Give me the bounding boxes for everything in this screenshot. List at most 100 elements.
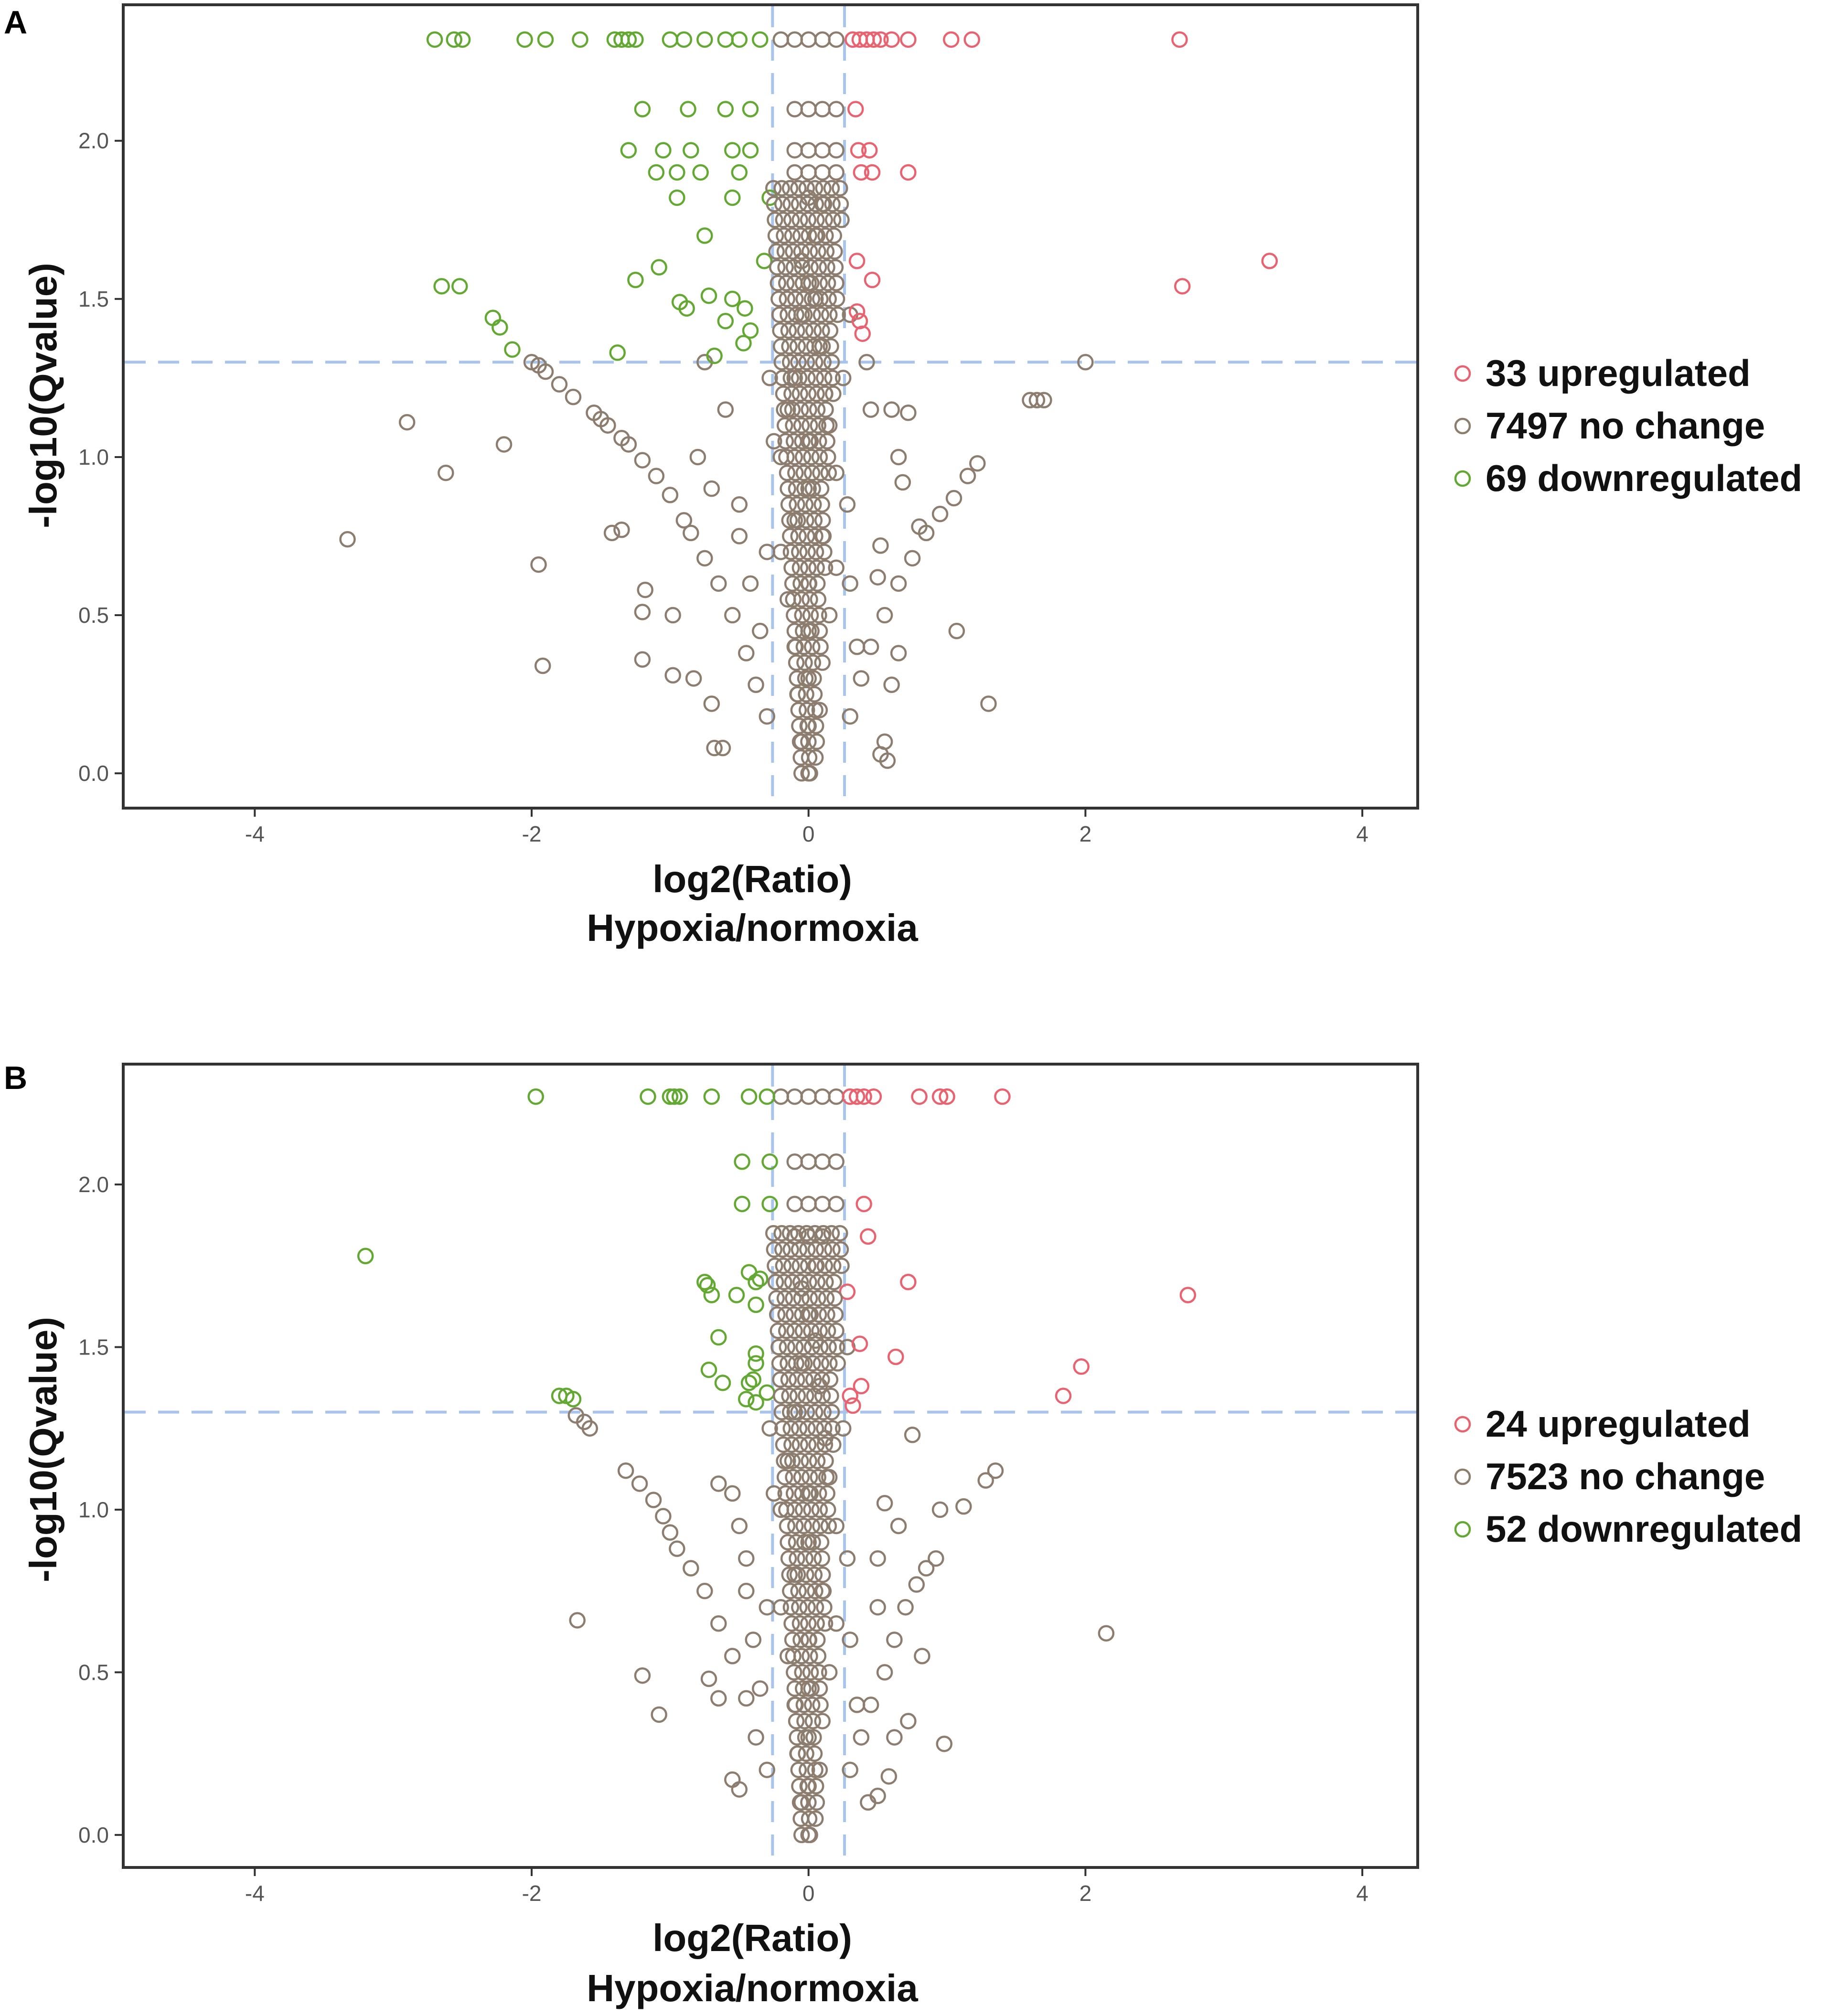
point-core-a: [824, 212, 842, 228]
point-core-a: [793, 591, 810, 608]
point-down-a-32: [696, 227, 713, 244]
point-core-b: [793, 1290, 810, 1307]
point-core-a: [801, 575, 818, 592]
point-up-a-6: [900, 31, 917, 48]
point-core-a: [786, 275, 803, 291]
point-core-a: [824, 370, 841, 386]
point-core-b: [785, 1306, 802, 1323]
point-core-a: [779, 290, 796, 308]
point-nochange-a-29: [945, 490, 962, 507]
point-core-a: [807, 370, 824, 386]
point-core-b: [785, 1290, 802, 1307]
point-core-a: [793, 243, 810, 260]
point-down-a-15: [752, 31, 769, 48]
point-up-a-11: [850, 142, 867, 159]
point-nochange-a-65: [894, 474, 911, 491]
point-down-b-12: [696, 1274, 713, 1291]
point-core-b: [793, 1469, 810, 1486]
point-nochange-b-47: [869, 1550, 886, 1567]
point-nochange-a-46: [703, 695, 720, 712]
point-core-a: [796, 306, 813, 323]
point-nochange-a-58: [1028, 392, 1046, 409]
x-tick-label-b-3: 2: [1080, 1881, 1092, 1906]
point-up-a-14: [864, 164, 881, 181]
point-core-a: [784, 575, 801, 592]
point-core-b: [792, 1632, 809, 1648]
y-tick-label-a-4: 2.0: [78, 128, 109, 153]
point-down-b-21: [748, 1345, 764, 1362]
x-tick-label-b-0: -4: [245, 1881, 265, 1906]
point-core-a: [796, 654, 813, 671]
point-core-b: [794, 1501, 812, 1518]
point-nochange-b-40: [900, 1713, 917, 1729]
point-core-a: [793, 765, 810, 782]
x-tick-label-a-0: -4: [245, 821, 265, 846]
point-core-a: [788, 480, 805, 497]
point-core-b: [815, 1404, 832, 1420]
point-core-a: [798, 702, 815, 718]
point-core-b: [803, 1696, 821, 1713]
point-core-b: [808, 1615, 825, 1632]
point-core-a: [787, 639, 804, 655]
point-nochange-b-53: [738, 1582, 755, 1600]
y-tick-label-a-1: 0.5: [78, 603, 109, 628]
point-core-b: [799, 1599, 816, 1616]
point-core-a: [828, 290, 845, 308]
point-core-b: [802, 1648, 818, 1664]
point-core-b: [790, 1225, 807, 1242]
point-nochange-b-110: [848, 1696, 866, 1713]
point-core-b: [783, 1257, 800, 1274]
point-nochange-a-132: [842, 575, 858, 592]
point-nochange-b-21: [897, 1599, 914, 1616]
point-core-b: [826, 1290, 843, 1307]
point-core-b: [777, 1485, 794, 1502]
point-core-b: [776, 1274, 792, 1291]
point-down-a-25: [648, 164, 665, 181]
point-core-a: [807, 717, 824, 735]
point-core-b: [768, 1290, 785, 1307]
point-core-a: [785, 591, 802, 608]
point-core-b: [780, 1371, 797, 1388]
point-core-a: [786, 607, 802, 624]
point-up-b-16: [845, 1397, 861, 1414]
point-core-b: [807, 1761, 823, 1778]
point-core-b: [811, 1323, 828, 1339]
point-core-a: [815, 195, 833, 213]
point-nochange-a-15: [696, 550, 713, 567]
point-core-a: [825, 227, 842, 244]
point-core-b: [799, 1420, 816, 1437]
point-down-a-3: [516, 31, 533, 48]
point-nochange-b-62: [786, 1153, 803, 1170]
x-axis-title-b: log2(Ratio): [652, 1917, 852, 1959]
point-nochange-b-19: [876, 1664, 893, 1681]
point-nochange-a-66: [911, 518, 928, 535]
x-tick-label-b-4: 4: [1356, 1881, 1369, 1906]
point-up-b-12: [851, 1335, 868, 1352]
point-up-b-7: [994, 1088, 1011, 1105]
point-nochange-a-50: [980, 695, 997, 712]
point-core-b: [798, 1745, 814, 1762]
point-core-b: [816, 1615, 834, 1632]
point-down-a-28: [731, 164, 748, 181]
point-down-a-29: [669, 189, 685, 206]
point-core-b: [809, 1274, 826, 1291]
point-nochange-b-66: [786, 1195, 803, 1213]
point-nochange-a-52: [876, 733, 893, 750]
point-core-b: [778, 1323, 795, 1339]
point-nochange-b-44: [904, 1427, 921, 1443]
point-core-b: [795, 1517, 812, 1535]
point-core-a: [806, 512, 823, 529]
point-core-a: [782, 544, 800, 560]
point-core-a: [809, 227, 826, 244]
point-core-b: [802, 1826, 818, 1844]
point-core-b: [822, 1371, 839, 1388]
point-core-b: [803, 1680, 820, 1697]
point-core-b: [796, 1713, 813, 1729]
point-core-b: [812, 1339, 829, 1355]
point-down-b-17: [703, 1287, 720, 1303]
point-nochange-a-121: [811, 702, 828, 718]
point-core-b: [790, 1582, 807, 1600]
point-core-b: [810, 1648, 827, 1664]
point-core-b: [767, 1257, 783, 1274]
point-core-a: [795, 464, 812, 481]
